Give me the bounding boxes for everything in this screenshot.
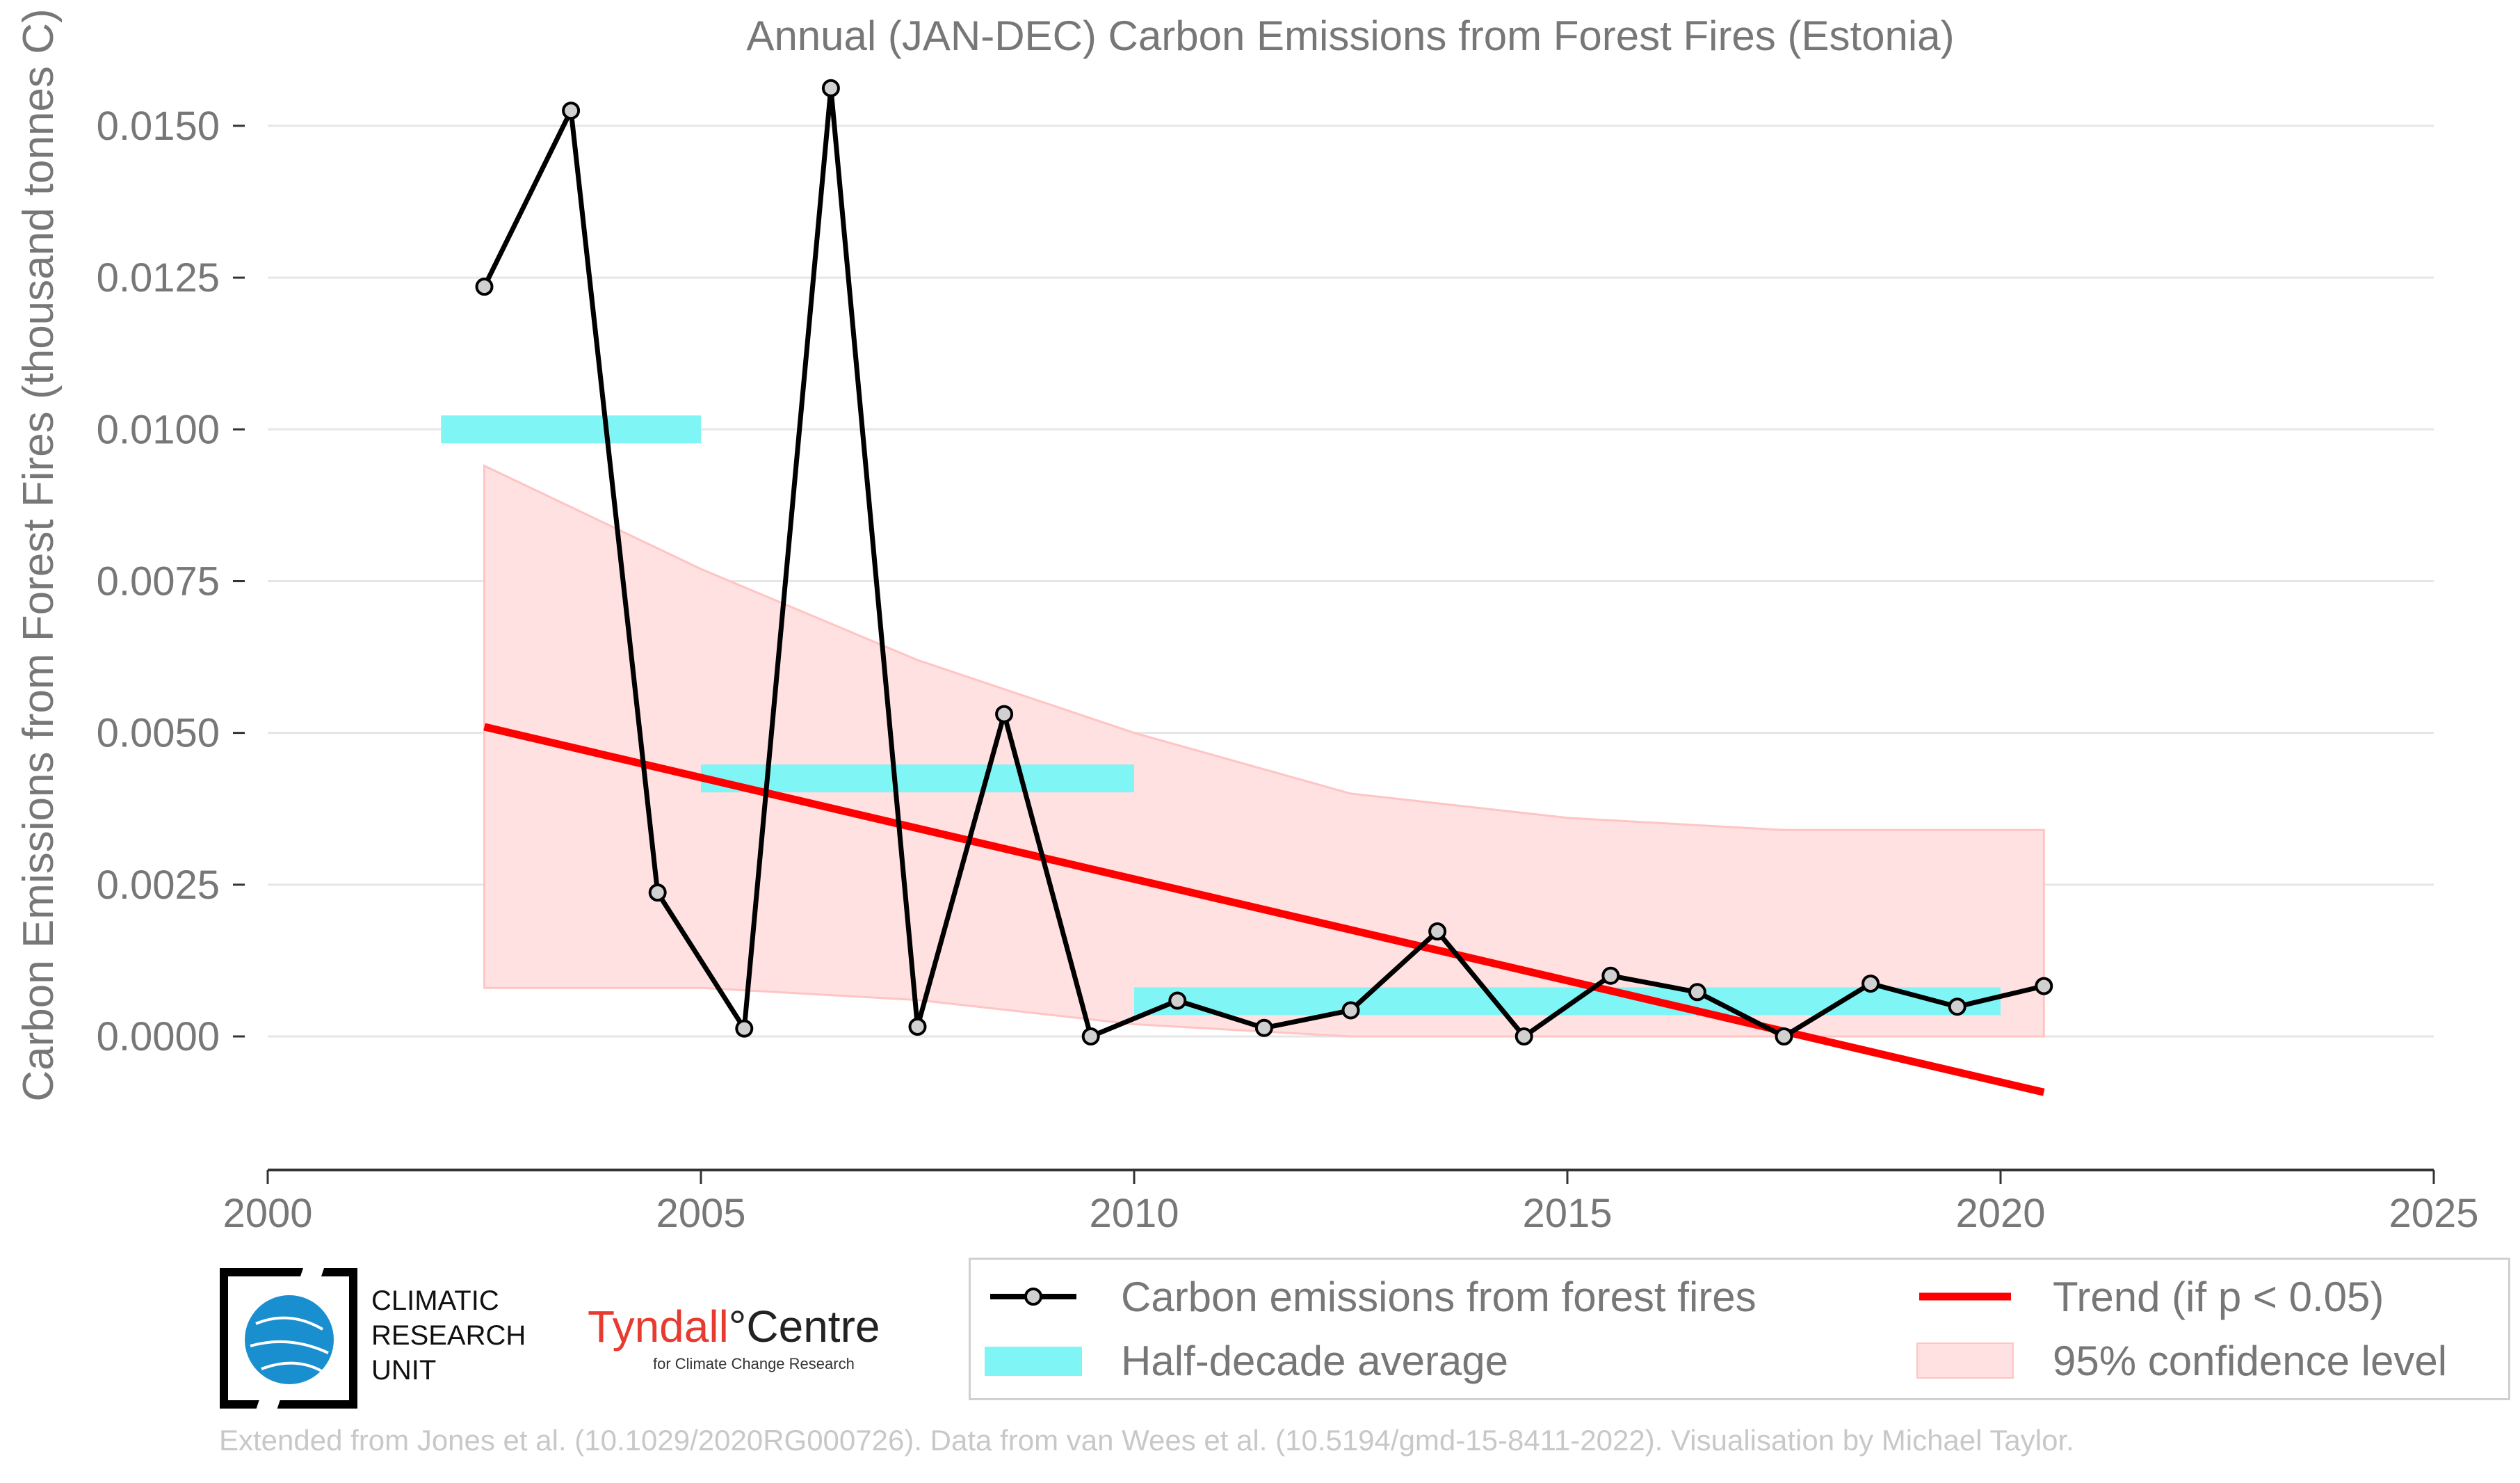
legend-label-confidence: 95% confidence level [2053,1337,2448,1384]
legend-swatch-confidence [1916,1342,2014,1379]
y-tick-label-4: 0.0100 [97,407,220,452]
data-point-5 [908,1018,927,1036]
legend-swatch-trend [1919,1292,2011,1301]
legend-label-series: Carbon emissions from forest fires [1121,1273,1756,1320]
legend: Carbon emissions from forest fires Half-… [969,1258,2510,1400]
data-point-17 [1948,997,1966,1016]
data-point-9 [1254,1018,1273,1037]
cru-line-3: UNIT [371,1355,437,1386]
tyndall-wordmark: Tyndall°Centre [588,1301,880,1352]
x-tick-label-4: 2020 [1955,1191,2045,1236]
cru-line-1: CLIMATIC [371,1285,499,1316]
x-tick-label-2: 2010 [1089,1191,1179,1236]
x-tick-label-1: 2005 [656,1191,745,1236]
x-tick-label-0: 2000 [223,1191,312,1236]
chart-title: Annual (JAN-DEC) Carbon Emissions from F… [746,13,1954,59]
series-layer [475,79,2053,1045]
data-point-15 [1775,1027,1793,1045]
data-point-18 [2035,977,2053,995]
legend-item-half-decade: Half-decade average [985,1336,1508,1385]
axis-layer: 0.0000 0.0025 0.0050 0.0075 0.0100 0.0125 0.01… [97,104,2479,1236]
y-tick-label-1: 0.0025 [97,863,220,908]
data-point-10 [1341,1001,1360,1020]
legend-item-confidence: 95% confidence level [1916,1336,2447,1385]
y-tick-label-2: 0.0050 [97,711,220,756]
data-point-4 [821,79,840,97]
confidence-band-layer [483,464,2045,1038]
confidence-band [483,464,2045,1038]
data-point-11 [1428,922,1447,941]
legend-swatch-series [990,1288,1076,1306]
y-tick-label-5: 0.0125 [97,255,220,300]
tyndall-subtitle: for Climate Change Research [653,1355,855,1372]
footer-credit: Extended from Jones et al. (10.1029/2020… [219,1424,2074,1457]
legend-label-trend: Trend (if p < 0.05) [2053,1273,2384,1320]
data-point-16 [1861,975,1880,993]
data-point-8 [1168,991,1187,1010]
data-point-3 [735,1019,754,1038]
cru-line-2: RESEARCH [371,1320,526,1351]
legend-item-trend: Trend (if p < 0.05) [1916,1272,2384,1321]
data-point-13 [1601,966,1620,985]
legend-label-half-decade: Half-decade average [1121,1337,1509,1384]
globe-icon [220,1268,357,1414]
half-decade-bar-0 [441,415,701,444]
y-tick-label-0: 0.0000 [97,1014,220,1059]
cru-logo-text: CLIMATIC RESEARCH UNIT [371,1283,526,1388]
y-tick-label-3: 0.0075 [97,559,220,604]
data-point-0 [475,278,494,296]
data-point-7 [1081,1027,1100,1045]
half-decade-bar-1 [701,764,1134,793]
y-tick-label-6: 0.0150 [97,104,220,149]
y-axis-label: Carbon Emissions from Forest Fires (thou… [15,8,63,1101]
data-point-2 [648,883,667,902]
legend-swatch-half-decade [985,1347,1082,1376]
legend-item-series: Carbon emissions from forest fires [985,1272,1756,1321]
tyndall-part-2: °Centre [728,1301,880,1352]
data-point-6 [995,705,1014,723]
data-point-14 [1688,983,1706,1002]
data-point-12 [1515,1027,1533,1045]
data-point-1 [562,102,581,120]
tyndall-logo: Tyndall°Centre for Climate Change Resear… [588,1301,880,1373]
tyndall-part-1: Tyndall [588,1301,729,1352]
x-tick-label-3: 2015 [1522,1191,1612,1236]
x-tick-label-5: 2025 [2389,1191,2478,1236]
cru-logo: CLIMATIC RESEARCH UNIT [220,1268,540,1414]
